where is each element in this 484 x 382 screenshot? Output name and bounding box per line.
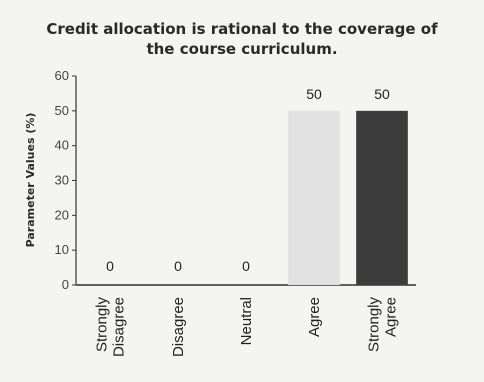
data-label: 0 xyxy=(174,258,182,274)
bar xyxy=(356,110,408,285)
category-label: Disagree xyxy=(111,297,128,357)
y-tick-label: 40 xyxy=(55,138,69,153)
category-label: Strongly xyxy=(94,297,111,353)
category-label: Agree xyxy=(306,297,323,337)
y-tick-label: 10 xyxy=(55,242,69,257)
y-axis-label: Parameter Values (%) xyxy=(24,113,37,248)
bar xyxy=(288,110,340,285)
y-tick-label: 30 xyxy=(55,173,69,188)
y-tick-label: 20 xyxy=(55,207,69,222)
data-label: 0 xyxy=(242,258,250,274)
data-label: 50 xyxy=(306,86,322,102)
y-tick-label: 0 xyxy=(62,277,69,292)
y-tick-label: 60 xyxy=(55,68,69,83)
chart-title-line-1: Credit allocation is rational to the cov… xyxy=(46,20,438,38)
data-label: 50 xyxy=(374,86,390,102)
data-label: 0 xyxy=(106,258,114,274)
category-label: Disagree xyxy=(170,297,187,357)
category-label: Neutral xyxy=(238,297,255,345)
chart-title-line-2: the course curriculum. xyxy=(146,40,337,58)
category-label: Agree xyxy=(383,297,400,337)
y-tick-label: 50 xyxy=(55,103,69,118)
category-label: Strongly xyxy=(366,297,383,353)
